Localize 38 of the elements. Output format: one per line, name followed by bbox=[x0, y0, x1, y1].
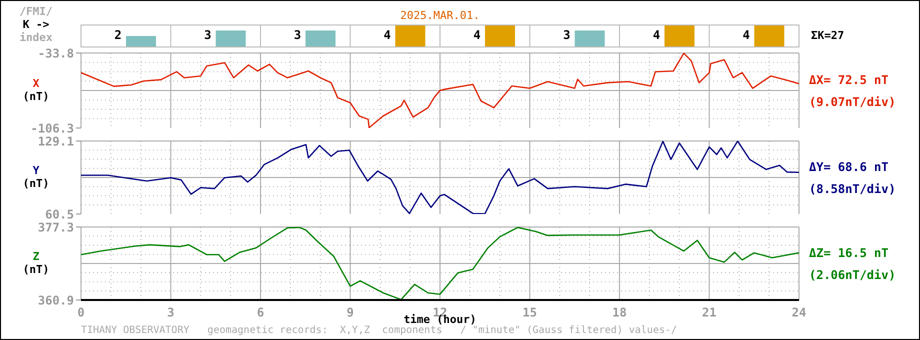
line-series bbox=[81, 141, 799, 214]
x-tick-label: 24 bbox=[792, 306, 806, 320]
data-label: 4 bbox=[384, 28, 391, 42]
data-label: 4 bbox=[473, 28, 481, 42]
x-tick-label: 3 bbox=[167, 306, 174, 320]
y-tick-label: 377.3 bbox=[38, 220, 74, 234]
y-axis-title: /FMI/ K -> index bbox=[18, 5, 54, 44]
y-tick-label: 360.9 bbox=[38, 293, 74, 308]
data-label: 3 bbox=[294, 28, 302, 42]
data-label: 3 bbox=[563, 28, 570, 42]
line-series bbox=[81, 53, 799, 128]
data-label: 2 bbox=[114, 28, 122, 42]
y-tick-label: -33.8 bbox=[38, 46, 74, 60]
text: TIHANY OBSERVATORY geomagnetic records: X,Y,Z components / "minute" (Gauss filtered) values-/ bbox=[81, 325, 678, 336]
y-axis-title: Y (nT) bbox=[22, 164, 50, 190]
y-tick-label: 129.1 bbox=[38, 134, 74, 148]
y-tick-label: -106.3 bbox=[30, 121, 74, 136]
x-tick-label: 15 bbox=[522, 306, 537, 320]
text: ΔY= 68.6 nT bbox=[809, 160, 888, 174]
text: ΣK=27 bbox=[811, 29, 844, 42]
text: ΔX= 72.5 nT bbox=[809, 72, 888, 86]
y-tick-label: 60.5 bbox=[45, 207, 74, 222]
data-label: 4 bbox=[652, 28, 660, 42]
line-series bbox=[81, 227, 799, 300]
text: (8.58nT/div) bbox=[809, 182, 896, 196]
text: (2.06nT/div) bbox=[809, 268, 896, 282]
x-tick-label: 21 bbox=[702, 306, 716, 320]
x-tick-label: 9 bbox=[346, 306, 354, 320]
x-tick-label: 6 bbox=[256, 306, 264, 320]
y-axis-title: X (nT) bbox=[22, 76, 50, 102]
y-axis-title: Z (nT) bbox=[22, 250, 50, 276]
text: (9.07nT/div) bbox=[809, 94, 896, 108]
x-tick-label: 18 bbox=[612, 306, 627, 320]
data-label: 4 bbox=[742, 28, 750, 42]
x-tick-label: 0 bbox=[77, 306, 85, 320]
chart-title: 2025.MAR.01. bbox=[399, 9, 481, 22]
data-label: 3 bbox=[204, 28, 212, 42]
text: ΔZ= 16.5 nT bbox=[809, 246, 888, 260]
